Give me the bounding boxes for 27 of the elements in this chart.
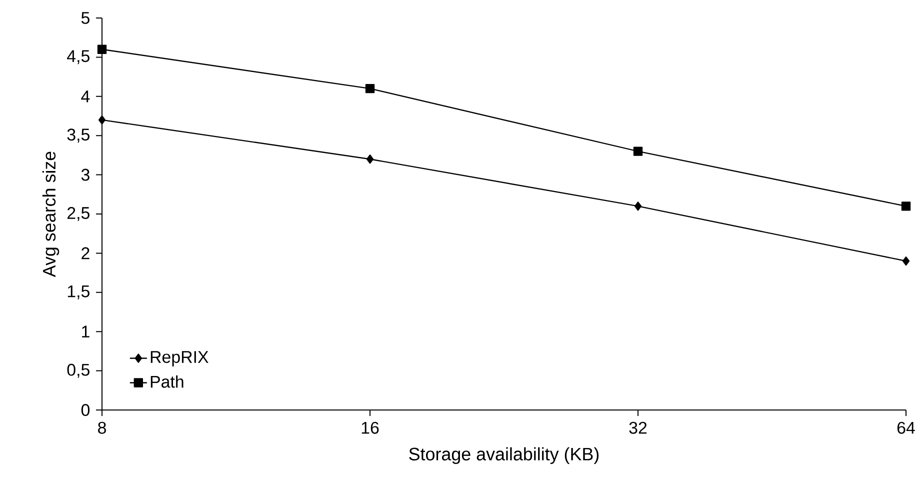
x-tick-label: 64: [897, 422, 915, 434]
y-tick-label: 0,5: [67, 364, 90, 378]
y-tick-label: 3: [81, 168, 90, 181]
y-tick-label: 4,5: [67, 50, 90, 64]
y-tick-label: 3,5: [67, 128, 90, 143]
y-tick-label: 2: [82, 247, 90, 260]
x-axis-title: Storage availability (KB): [409, 447, 599, 464]
legend-label: Path: [150, 375, 184, 388]
point: [901, 202, 911, 211]
y-tick-label: 2,5: [67, 207, 90, 222]
y-tick-label: 1: [82, 326, 90, 338]
x-tick-label: 16: [362, 422, 379, 434]
y-tick-label: 5: [81, 12, 90, 24]
point: [634, 202, 642, 211]
point: [98, 115, 106, 125]
point: [97, 44, 107, 54]
legend-label: RepRIX: [150, 351, 208, 366]
point: [366, 154, 374, 164]
x-tick-label: 32: [629, 422, 647, 434]
y-tick-label: 0: [81, 404, 90, 416]
point: [633, 146, 643, 156]
point: [902, 256, 910, 266]
point: [365, 84, 375, 94]
y-tick-label: 4: [81, 90, 90, 102]
y-tick-label: 1,5: [68, 285, 90, 300]
x-tick-label: 8: [98, 422, 106, 434]
y-axis-title: Avg search size: [42, 152, 60, 278]
